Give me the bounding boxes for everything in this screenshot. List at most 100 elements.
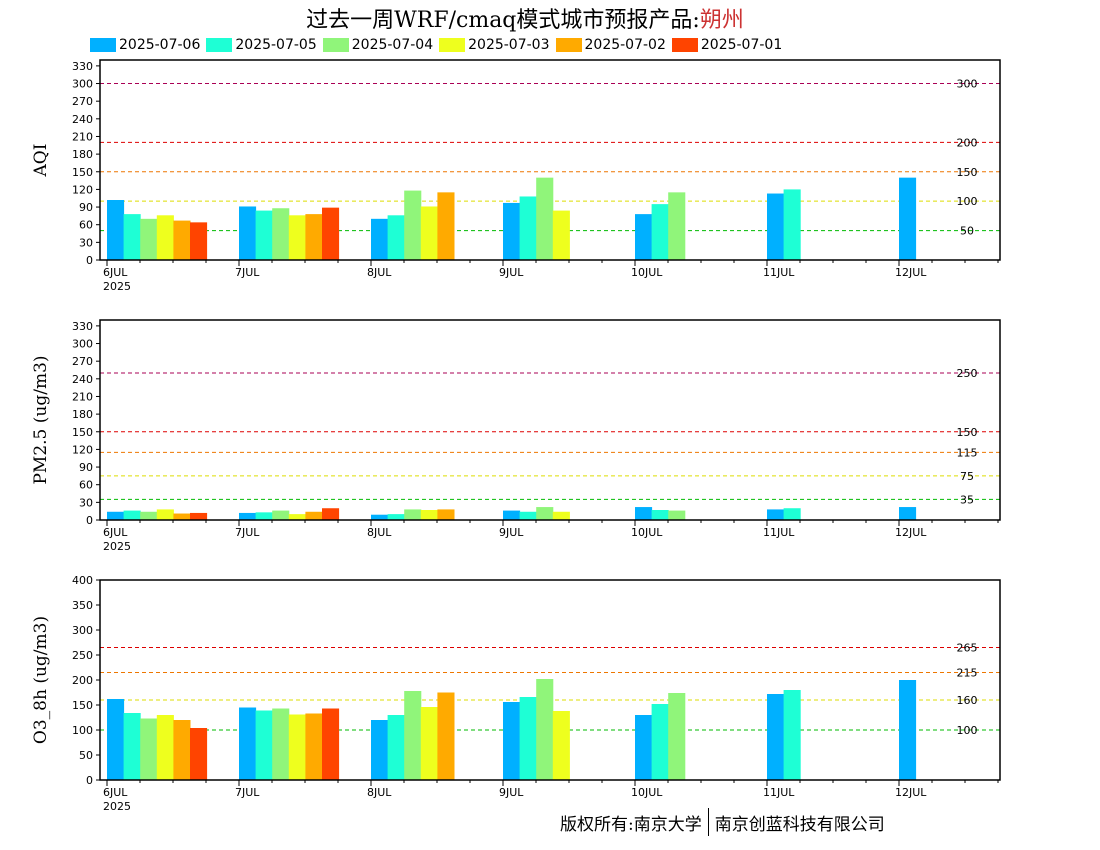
- x-tick-label: 12JUL: [895, 266, 927, 279]
- bar: [668, 192, 686, 260]
- bar: [123, 214, 141, 260]
- bar: [437, 509, 455, 520]
- bar: [107, 200, 125, 260]
- x-tick-label: 12JUL: [895, 786, 927, 799]
- legend-label: 2025-07-03: [468, 37, 550, 53]
- x-tick-label: 7JUL: [235, 266, 260, 279]
- bar: [899, 680, 917, 780]
- legend-swatch: [671, 38, 698, 52]
- bar: [272, 208, 290, 260]
- bar: [173, 513, 191, 520]
- y-tick-label: 150: [72, 166, 93, 179]
- bar: [767, 694, 785, 780]
- bar: [420, 510, 438, 520]
- reference-label: 115: [957, 446, 978, 459]
- x-tick-label: 11JUL: [763, 526, 795, 539]
- y-tick-label: 240: [72, 113, 93, 126]
- y-tick-label: 300: [72, 78, 93, 91]
- bar: [140, 511, 158, 520]
- bar: [420, 707, 438, 780]
- y-tick-label: 100: [72, 724, 93, 737]
- x-tick-label: 6JUL: [103, 266, 128, 279]
- y-tick-label: 210: [72, 130, 93, 143]
- reference-label: 35: [960, 493, 974, 506]
- bar: [783, 189, 801, 260]
- legend-swatch: [322, 38, 349, 52]
- bar: [272, 510, 290, 520]
- legend-swatch: [90, 38, 116, 52]
- bar: [503, 510, 521, 520]
- y-tick-label: 300: [72, 624, 93, 637]
- plot-frame: [99, 59, 1001, 261]
- x-tick-label: 10JUL: [631, 266, 663, 279]
- reference-label: 160: [957, 694, 978, 707]
- legend-swatch: [439, 38, 466, 52]
- y-tick-label: 120: [72, 443, 93, 456]
- bar: [536, 679, 554, 780]
- bar: [255, 512, 273, 520]
- bar: [255, 710, 273, 780]
- reference-label: 265: [957, 642, 978, 655]
- legend-label: 2025-07-04: [351, 37, 434, 53]
- legend-label: 2025-07-05: [235, 37, 317, 53]
- bar: [272, 708, 290, 780]
- bar: [519, 196, 537, 260]
- legend: 2025-07-06 2025-07-05 2025-07-04 2025-07-03…: [90, 36, 788, 54]
- bar: [173, 220, 191, 260]
- reference-label: 100: [957, 195, 978, 208]
- y-tick-label: 0: [86, 254, 93, 267]
- bar: [305, 713, 323, 780]
- y-tick-label: 30: [79, 496, 93, 509]
- y-tick-label: 60: [79, 479, 93, 492]
- y-tick-label: 90: [79, 201, 93, 214]
- bar: [899, 177, 917, 260]
- y-tick-label: 240: [72, 373, 93, 386]
- bar: [288, 514, 306, 520]
- y-tick-label: 350: [72, 599, 93, 612]
- bar: [404, 190, 422, 260]
- bar: [123, 713, 141, 780]
- bar: [190, 512, 208, 520]
- legend-item: 2025-07-02: [555, 36, 666, 54]
- bar: [288, 215, 306, 260]
- x-year-label: 2025: [103, 540, 131, 553]
- bar: [404, 509, 422, 520]
- legend-label: 2025-07-02: [584, 37, 666, 53]
- bar: [519, 511, 537, 520]
- bar: [519, 697, 537, 780]
- bar: [503, 202, 521, 260]
- y-tick-label: 180: [72, 148, 93, 161]
- chart-title: 过去一周WRF/cmaq模式城市预报产品:朔州: [0, 2, 1050, 34]
- bar: [783, 690, 801, 780]
- x-tick-label: 8JUL: [367, 266, 392, 279]
- bar: [322, 708, 340, 780]
- bar: [552, 711, 570, 780]
- bar: [651, 704, 669, 780]
- reference-label: 150: [957, 426, 978, 439]
- bar: [767, 193, 785, 260]
- y-tick-label: 60: [79, 219, 93, 232]
- bar: [503, 702, 521, 780]
- bar: [239, 512, 257, 520]
- bar: [635, 507, 653, 520]
- y-tick-label: 330: [72, 60, 93, 73]
- copyright-right: 南京创蓝科技有限公司: [714, 814, 885, 835]
- legend-item: 2025-07-03: [439, 36, 550, 54]
- x-tick-label: 9JUL: [499, 526, 524, 539]
- bar: [387, 715, 405, 780]
- y-tick-label: 120: [72, 183, 93, 196]
- copyright: 版权所有:南京大学 南京创蓝科技有限公司: [560, 808, 885, 836]
- y-axis-label: PM2.5 (ug/m3): [31, 355, 51, 484]
- bar: [140, 718, 158, 780]
- reference-label: 200: [957, 136, 978, 149]
- chart-title-city: 朔州: [699, 8, 744, 33]
- y-tick-label: 400: [72, 574, 93, 587]
- copyright-left: 版权所有:南京大学: [560, 814, 702, 835]
- legend-swatch: [555, 38, 582, 52]
- legend-swatch: [206, 38, 233, 52]
- bar: [322, 508, 340, 520]
- y-tick-label: 90: [79, 461, 93, 474]
- x-tick-label: 11JUL: [763, 786, 795, 799]
- y-tick-label: 50: [79, 749, 93, 762]
